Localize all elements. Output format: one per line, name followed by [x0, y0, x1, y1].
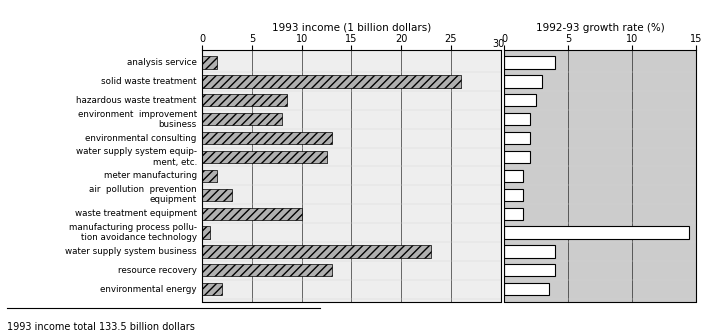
Title: 1993 income (1 billion dollars): 1993 income (1 billion dollars): [272, 23, 431, 33]
Bar: [202, 283, 222, 295]
Text: 30: 30: [492, 39, 505, 49]
Bar: [202, 226, 210, 239]
Bar: [202, 245, 431, 258]
Text: analysis service: analysis service: [127, 58, 197, 67]
Bar: [504, 170, 523, 182]
Bar: [504, 189, 523, 201]
Bar: [504, 151, 530, 163]
Bar: [202, 56, 217, 69]
Text: hazardous waste treatment: hazardous waste treatment: [77, 96, 197, 105]
Text: environmental consulting: environmental consulting: [85, 134, 197, 143]
Title: 1992-93 growth rate (%): 1992-93 growth rate (%): [535, 23, 665, 33]
Text: water supply system business: water supply system business: [65, 247, 197, 256]
Text: resource recovery: resource recovery: [118, 266, 197, 275]
Bar: [202, 132, 332, 144]
Bar: [504, 132, 530, 144]
Bar: [504, 94, 536, 107]
Text: environment  improvement
business: environment improvement business: [77, 110, 197, 129]
Bar: [202, 113, 282, 125]
Text: environmental energy: environmental energy: [100, 285, 197, 294]
Bar: [504, 264, 555, 276]
Text: 1993 income total 133.5 billion dollars: 1993 income total 133.5 billion dollars: [7, 322, 195, 332]
Text: manufacturing process pollu-
tion avoidance technology: manufacturing process pollu- tion avoida…: [69, 223, 197, 242]
Bar: [202, 207, 302, 220]
Bar: [504, 245, 555, 258]
Bar: [202, 75, 461, 87]
Bar: [202, 94, 287, 107]
Text: solid waste treatment: solid waste treatment: [102, 77, 197, 86]
Bar: [504, 75, 542, 87]
Text: water supply system equip-
ment, etc.: water supply system equip- ment, etc.: [76, 147, 197, 167]
Bar: [504, 207, 523, 220]
Bar: [202, 189, 232, 201]
Text: meter manufacturing: meter manufacturing: [104, 172, 197, 180]
Bar: [504, 226, 689, 239]
Bar: [202, 151, 327, 163]
Text: air  pollution  prevention
equipment: air pollution prevention equipment: [89, 185, 197, 204]
Bar: [202, 170, 217, 182]
Bar: [202, 264, 332, 276]
Bar: [504, 56, 555, 69]
Bar: [504, 113, 530, 125]
Text: waste treatment equipment: waste treatment equipment: [75, 209, 197, 218]
Bar: [504, 283, 549, 295]
